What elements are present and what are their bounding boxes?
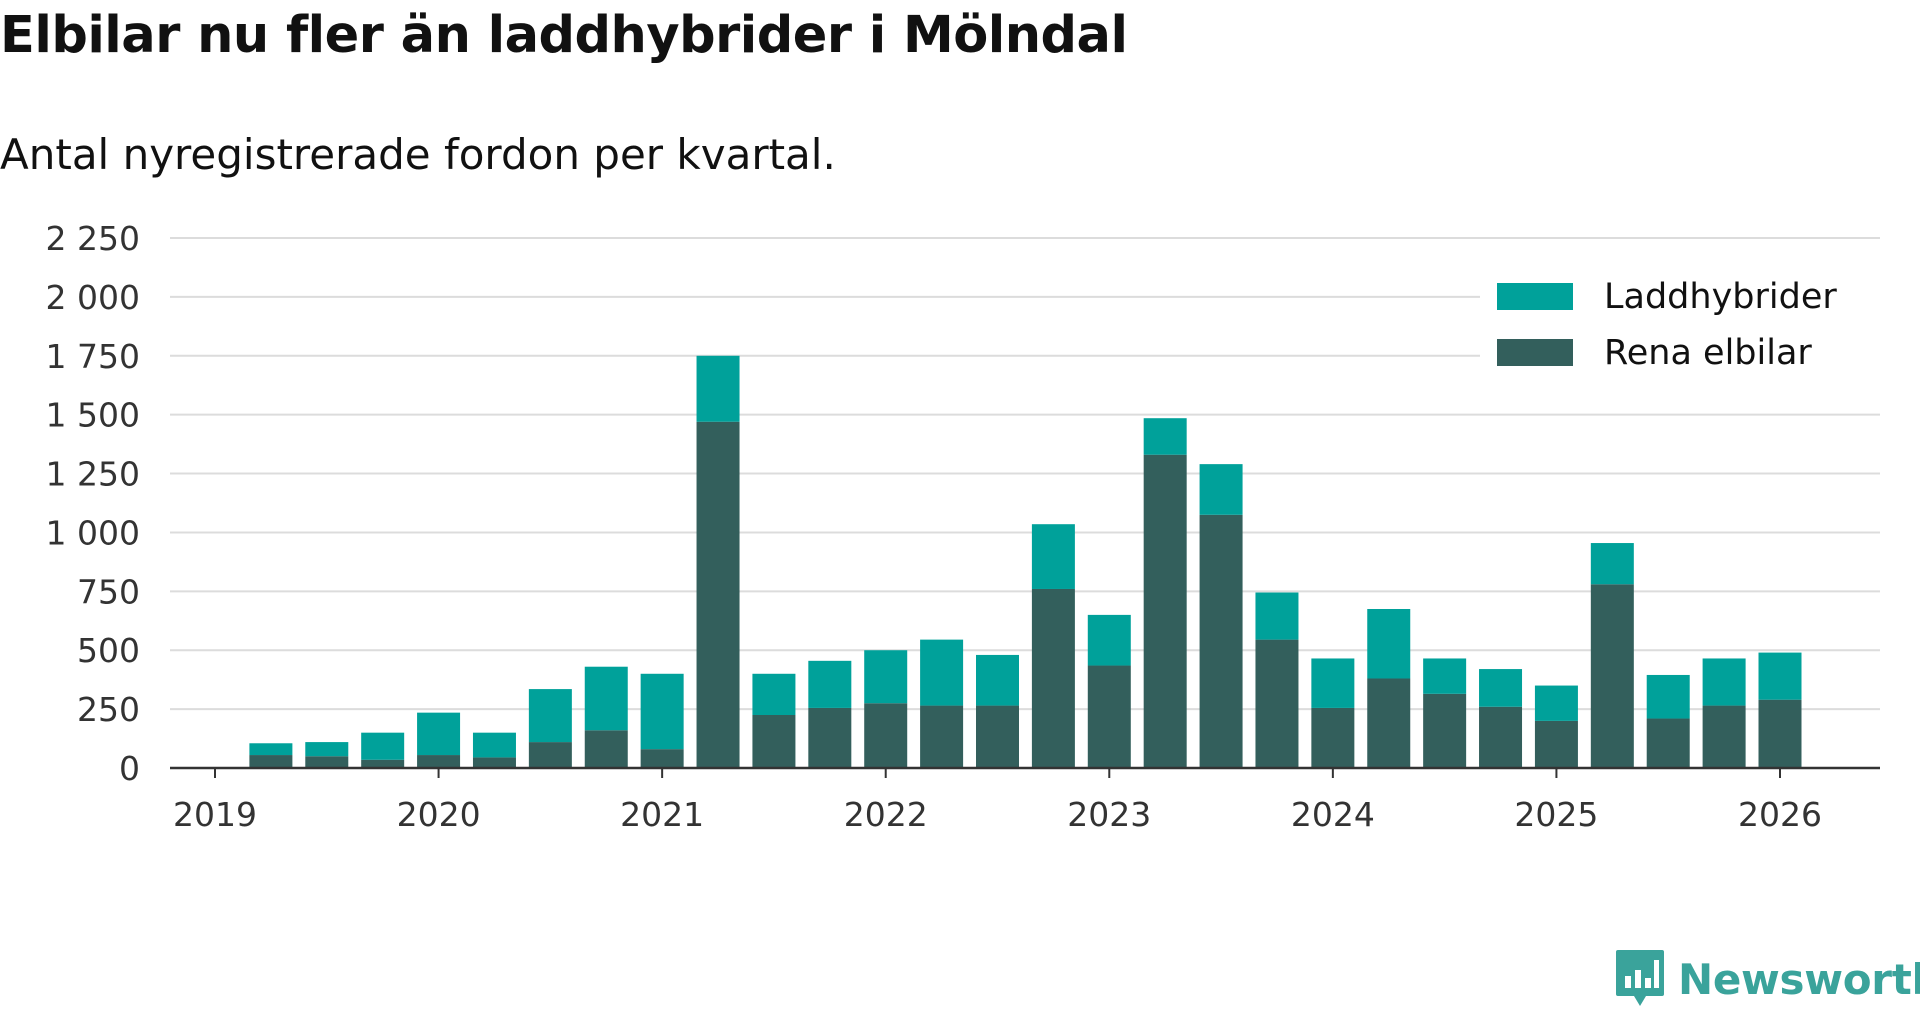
bar-laddhybrider <box>640 673 684 750</box>
bar-rena-elbilar <box>1087 665 1131 768</box>
bar-rena-elbilar <box>584 730 628 768</box>
chart-subtitle: Antal nyregistrerade fordon per kvartal. <box>0 130 836 179</box>
bar-laddhybrider <box>1087 614 1131 666</box>
bar-rena-elbilar <box>640 749 684 768</box>
bar-laddhybrider <box>1590 543 1634 585</box>
y-tick-label: 750 <box>77 572 140 611</box>
bar-laddhybrider <box>1143 418 1187 455</box>
bar-rena-elbilar <box>1255 639 1299 768</box>
x-tick-label: 2020 <box>397 795 481 834</box>
bar-laddhybrider <box>1534 685 1578 721</box>
bar-rena-elbilar <box>1702 705 1746 768</box>
bar-rena-elbilar <box>1311 707 1355 768</box>
bar-laddhybrider <box>976 654 1019 706</box>
y-tick-label: 0 <box>119 749 140 788</box>
y-tick-label: 500 <box>77 631 140 670</box>
legend-label: Rena elbilar <box>1604 333 1812 373</box>
newsworthy-logo-icon <box>1616 950 1664 1006</box>
bar-laddhybrider <box>528 689 572 743</box>
bar-laddhybrider <box>417 712 461 756</box>
bar-rena-elbilar <box>1479 706 1523 768</box>
legend: Laddhybrider Rena elbilar <box>1480 268 1890 378</box>
x-tick-label: 2024 <box>1291 795 1375 834</box>
brand-name: Newsworthy <box>1678 954 1920 1004</box>
y-tick-label: 1 500 <box>46 396 140 435</box>
x-tick-label: 2026 <box>1738 795 1822 834</box>
bar-rena-elbilar <box>528 742 572 768</box>
bar-rena-elbilar <box>696 421 740 768</box>
bar-rena-elbilar <box>1367 678 1411 768</box>
bar-laddhybrider <box>696 355 740 422</box>
bar-laddhybrider <box>1199 464 1243 515</box>
bar-laddhybrider <box>1255 592 1299 640</box>
bar-rena-elbilar <box>1758 699 1802 768</box>
bar-laddhybrider <box>249 743 293 756</box>
bar-rena-elbilar <box>417 755 461 768</box>
bar-rena-elbilar <box>864 703 908 768</box>
bar-rena-elbilar <box>920 705 964 768</box>
bar-laddhybrider <box>361 732 405 760</box>
bar-laddhybrider <box>920 639 964 706</box>
bar-laddhybrider <box>1423 658 1467 694</box>
y-axis-ticks: 0 250 500 750 1 000 1 250 1 500 1 750 2 000 2 250 <box>46 219 140 788</box>
bar-rena-elbilar <box>1199 514 1243 768</box>
bar-laddhybrider <box>1758 652 1802 700</box>
y-tick-label: 1 750 <box>46 337 140 376</box>
bar-laddhybrider <box>1646 674 1690 719</box>
bar-rena-elbilar <box>1031 588 1075 768</box>
y-tick-label: 1 250 <box>46 455 140 494</box>
bar-laddhybrider <box>1367 609 1411 679</box>
bar-rena-elbilar <box>808 707 852 768</box>
x-tick-label: 2021 <box>620 795 704 834</box>
y-tick-label: 250 <box>77 690 140 729</box>
bar-laddhybrider <box>1311 658 1355 708</box>
bars <box>249 355 1802 768</box>
legend-swatch <box>1497 339 1573 366</box>
x-tick-label: 2019 <box>173 795 257 834</box>
y-tick-label: 2 000 <box>46 278 140 317</box>
bar-rena-elbilar <box>249 755 293 768</box>
bar-rena-elbilar <box>1590 584 1634 768</box>
bar-rena-elbilar <box>472 757 516 768</box>
bar-rena-elbilar <box>752 715 796 768</box>
x-tick-label: 2022 <box>844 795 928 834</box>
bar-rena-elbilar <box>305 756 349 768</box>
bar-rena-elbilar <box>1423 693 1467 768</box>
bar-laddhybrider <box>1031 524 1075 589</box>
y-tick-label: 1 000 <box>46 513 140 552</box>
bar-laddhybrider <box>472 732 516 758</box>
bar-rena-elbilar <box>1534 720 1578 768</box>
x-tick-label: 2025 <box>1514 795 1598 834</box>
bar-laddhybrider <box>808 660 852 708</box>
bar-laddhybrider <box>1702 658 1746 706</box>
bar-rena-elbilar <box>976 705 1019 768</box>
bar-laddhybrider <box>864 650 908 704</box>
brand-logo: Newsworthy <box>1614 948 1920 1010</box>
bar-laddhybrider <box>584 666 628 731</box>
bar-laddhybrider <box>1479 669 1523 707</box>
bar-laddhybrider <box>305 742 349 757</box>
bar-laddhybrider <box>752 673 796 715</box>
bar-rena-elbilar <box>1646 718 1690 768</box>
legend-swatch <box>1497 283 1573 310</box>
bar-rena-elbilar <box>361 759 405 768</box>
bar-rena-elbilar <box>1143 454 1187 768</box>
legend-label: Laddhybrider <box>1604 277 1837 317</box>
x-axis-ticks: 2019 2020 2021 2022 2023 2024 2025 2026 <box>173 768 1822 834</box>
chart-title: Elbilar nu fler än laddhybrider i Mölnda… <box>0 6 1128 65</box>
x-tick-label: 2023 <box>1067 795 1151 834</box>
y-tick-label: 2 250 <box>46 219 140 258</box>
